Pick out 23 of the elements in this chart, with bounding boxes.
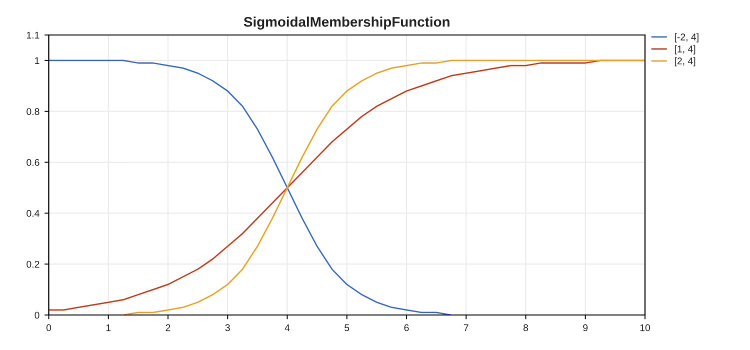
x-tick-label: 3 — [225, 324, 230, 332]
x-tick-label: 5 — [344, 324, 350, 332]
x-tick-label: 8 — [523, 324, 528, 332]
x-tick-label: 10 — [640, 324, 650, 332]
x-tick-label: 0 — [46, 324, 52, 332]
y-tick-label: 0.4 — [26, 210, 40, 217]
x-tick-label: 9 — [583, 324, 588, 332]
y-tick-label: 0.6 — [26, 159, 40, 166]
x-tick-label: 4 — [284, 324, 290, 332]
y-tick-label: 0.8 — [26, 108, 40, 115]
line-series — [48, 60, 452, 315]
x-tick-label: 2 — [166, 324, 170, 332]
y-tick-label: 0.2 — [26, 260, 40, 268]
legend-label: [1, 4] — [674, 45, 696, 54]
legend-label: [2, 4] — [674, 57, 696, 66]
x-tick-label: 1 — [106, 324, 111, 332]
y-tick-label: 1 — [35, 57, 40, 64]
legend-label: [-2, 4] — [674, 33, 698, 42]
y-tick-label: 0 — [34, 312, 40, 319]
x-tick-label: 7 — [464, 324, 468, 332]
y-tick-label: 1.1 — [26, 32, 40, 39]
chart-title: SigmoidalMembershipFunction — [244, 16, 450, 30]
x-tick-label: 6 — [404, 324, 409, 332]
